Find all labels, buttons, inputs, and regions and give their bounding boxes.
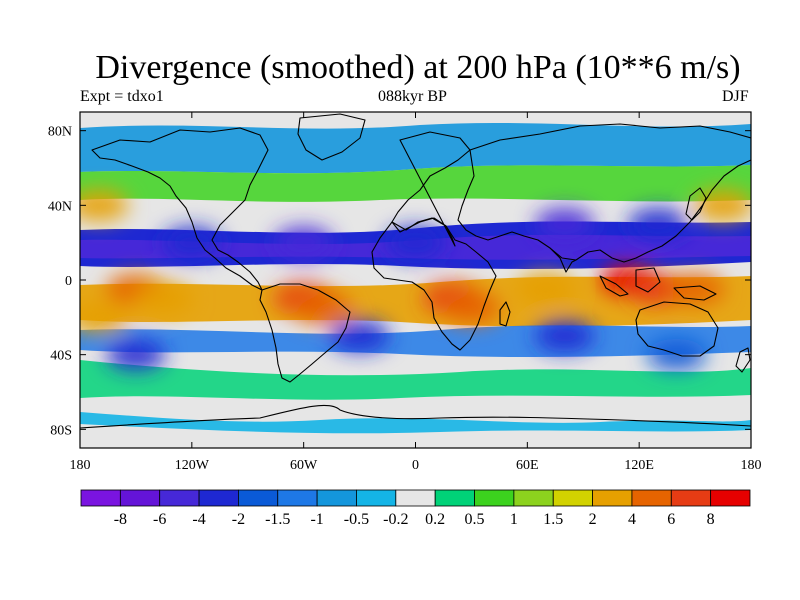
x-tick-label: 120W bbox=[175, 458, 210, 473]
field-blob-9 bbox=[515, 273, 576, 306]
x-tick-label: 60W bbox=[290, 458, 318, 473]
colorbar-swatch bbox=[80, 489, 121, 507]
colorbar-swatch bbox=[277, 489, 318, 507]
experiment-label: Expt = tdxo1 bbox=[80, 88, 164, 105]
colorbar-swatch bbox=[474, 489, 515, 507]
colorbar-swatch bbox=[552, 489, 593, 507]
japan-coast bbox=[685, 187, 707, 221]
colorbar-swatch bbox=[710, 489, 751, 507]
colorbar-label: -0.2 bbox=[383, 511, 408, 528]
x-tick-label: 0 bbox=[412, 458, 419, 473]
field-blob-5 bbox=[441, 292, 502, 324]
colorbar-label: -1.5 bbox=[265, 511, 290, 528]
colorbar-label: -1 bbox=[310, 511, 323, 528]
y-tick-label: 80S bbox=[50, 423, 72, 438]
x-tick-label: 180 bbox=[741, 458, 762, 473]
colorbar-label: 8 bbox=[707, 511, 715, 528]
australia-coast bbox=[635, 301, 719, 357]
x-tick-label: 120E bbox=[624, 458, 654, 473]
antarctica-coast bbox=[80, 404, 751, 429]
field-blob-12 bbox=[385, 226, 446, 259]
field-blob-13 bbox=[534, 208, 595, 240]
colorbar-swatch bbox=[592, 489, 633, 507]
colorbar-label: 1.5 bbox=[543, 511, 563, 528]
field-blob-3 bbox=[292, 292, 353, 324]
colorbar-label: 1 bbox=[510, 511, 518, 528]
coastlines bbox=[80, 113, 751, 429]
africa-coast bbox=[371, 217, 497, 351]
colorbar-label: 4 bbox=[628, 511, 636, 528]
colorbar-swatch bbox=[513, 489, 554, 507]
colorbar-swatch bbox=[198, 489, 239, 507]
colorbar-label: 0.5 bbox=[465, 511, 485, 528]
north-america-coast bbox=[91, 127, 269, 291]
colorbar-label: -0.5 bbox=[344, 511, 369, 528]
colorbar-swatch bbox=[395, 489, 436, 507]
field-blob-21 bbox=[80, 301, 129, 334]
colorbar-label: 6 bbox=[667, 511, 675, 528]
asia-coast bbox=[457, 123, 751, 263]
x-tick-label: 60E bbox=[516, 458, 539, 473]
india-coast bbox=[549, 247, 577, 273]
colorbar-label: -2 bbox=[232, 511, 245, 528]
y-tick-label: 40N bbox=[48, 199, 72, 214]
field-blob-10 bbox=[161, 226, 222, 259]
y-tick-label: 0 bbox=[65, 274, 72, 289]
field-blob-17 bbox=[534, 320, 595, 352]
field-blob-14 bbox=[627, 208, 688, 240]
map-title: Divergence (smoothed) at 200 hPa (10**6 … bbox=[95, 49, 741, 86]
madagascar-coast bbox=[499, 301, 511, 327]
south-america-coast bbox=[259, 283, 351, 383]
season-label: DJF bbox=[722, 88, 749, 105]
new-zealand-coast bbox=[735, 347, 751, 373]
colorbar-label: -8 bbox=[114, 511, 127, 528]
colorbar-label: 0.2 bbox=[425, 511, 445, 528]
y-tick-label: 80N bbox=[48, 125, 72, 140]
colorbar-swatch bbox=[119, 489, 161, 507]
sumatra-coast bbox=[599, 275, 629, 297]
colorbar-swatch bbox=[434, 489, 475, 507]
colorbar: -8 -6 -4 -2 -1.5 -1 -0.5 -0.2 0.2 0.5 1 1.5 2 4 6 8 bbox=[80, 489, 751, 528]
field-blob-8 bbox=[665, 273, 726, 306]
period-label: 088kyr BP bbox=[378, 88, 447, 105]
colorbar-swatch bbox=[159, 489, 200, 507]
x-tick-label: 180 bbox=[70, 458, 91, 473]
colorbar-swatch bbox=[316, 489, 357, 507]
field-blob-15 bbox=[105, 338, 166, 371]
greenland-coast bbox=[297, 113, 366, 161]
colorbar-swatch bbox=[631, 489, 672, 507]
colorbar-swatch bbox=[356, 489, 397, 507]
axis-ticks: 180 120W 60W 0 60E 120E 180 80N 40N 0 40S 80S bbox=[48, 112, 762, 473]
colorbar-label: -4 bbox=[192, 511, 205, 528]
borneo-coast bbox=[635, 267, 661, 293]
field-blob-19 bbox=[80, 189, 129, 222]
colorbar-swatch bbox=[238, 489, 279, 507]
colorbar-label: 2 bbox=[589, 511, 597, 528]
field-blob-1 bbox=[133, 282, 194, 315]
colorbar-label: -6 bbox=[153, 511, 166, 528]
field-blob-11 bbox=[273, 226, 334, 259]
new-guinea-coast bbox=[673, 285, 717, 301]
y-tick-label: 40S bbox=[50, 349, 72, 364]
field-layer bbox=[80, 112, 751, 448]
colorbar-swatch bbox=[670, 489, 712, 507]
field-blob-16 bbox=[329, 320, 390, 352]
